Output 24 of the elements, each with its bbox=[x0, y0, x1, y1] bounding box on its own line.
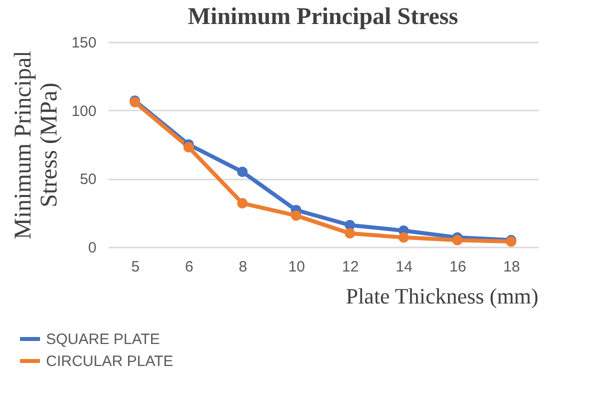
y-tick-label: 50 bbox=[80, 171, 96, 188]
legend-label: CIRCULAR PLATE bbox=[46, 353, 174, 370]
x-tick-label: 10 bbox=[288, 258, 305, 276]
point bbox=[290, 210, 302, 221]
y-tick-label: 150 bbox=[71, 34, 96, 52]
point bbox=[344, 228, 356, 239]
legend-label: SQUARE PLATE bbox=[46, 331, 160, 348]
y-tick-label: 0 bbox=[88, 240, 96, 256]
point bbox=[237, 198, 248, 208]
x-tick-label: 8 bbox=[238, 258, 248, 276]
chart-title: Minimum Principal Stress bbox=[188, 4, 458, 30]
point bbox=[183, 142, 194, 152]
point bbox=[452, 234, 463, 246]
y-tick-label: 100 bbox=[71, 102, 96, 120]
x-tick-label: 5 bbox=[131, 258, 140, 276]
x-tick-label: 6 bbox=[184, 258, 194, 276]
x-tick-label: 12 bbox=[342, 258, 359, 276]
point bbox=[237, 166, 248, 178]
x-tick-label: 16 bbox=[450, 258, 466, 276]
x-axis-title: Plate Thickness (mm) bbox=[346, 284, 538, 308]
point bbox=[398, 232, 409, 243]
y-axis-title: Minimum Principal Stress (MPa) bbox=[10, 50, 62, 240]
x-tick-label: 14 bbox=[396, 258, 412, 276]
x-tick-label: 18 bbox=[503, 258, 520, 276]
